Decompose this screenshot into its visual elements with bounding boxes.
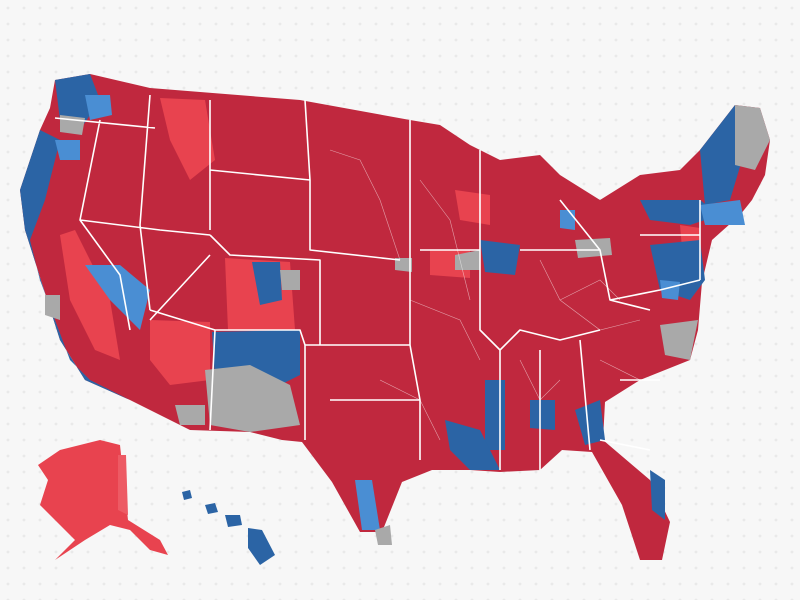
district-region — [560, 210, 575, 230]
island — [248, 528, 275, 565]
district-region — [175, 405, 205, 425]
district-region — [395, 258, 412, 272]
state-border — [54, 94, 701, 470]
district-region — [375, 525, 392, 545]
district-region — [45, 295, 60, 320]
district-region — [735, 105, 770, 170]
district-region — [575, 400, 605, 445]
contiguous-us — [20, 74, 770, 560]
district-region — [60, 230, 120, 360]
district-region — [650, 470, 665, 520]
district-region — [575, 238, 612, 258]
district-region — [445, 420, 500, 470]
alaska-district — [118, 455, 128, 515]
gray-districts — [45, 105, 770, 545]
district-region — [160, 98, 215, 180]
district-region — [480, 240, 520, 275]
district-region — [660, 280, 680, 300]
island — [205, 503, 218, 514]
district-region — [280, 270, 300, 290]
pink-districts — [60, 98, 700, 385]
district-region — [55, 140, 80, 160]
district-region — [85, 265, 150, 330]
district-region — [700, 200, 745, 225]
district-region — [660, 320, 698, 360]
district-region — [530, 400, 555, 430]
district-region — [60, 115, 85, 135]
district-region — [252, 262, 282, 305]
hawaii — [182, 490, 275, 565]
light-blue-districts — [55, 95, 745, 530]
island — [225, 515, 242, 527]
district-region — [205, 365, 300, 432]
district-region — [700, 105, 745, 205]
island — [182, 490, 192, 500]
alaska — [38, 440, 168, 560]
district-region — [150, 320, 210, 385]
district-region — [455, 190, 490, 225]
district-region — [85, 95, 112, 120]
district-region — [485, 380, 505, 450]
state-borders — [54, 94, 701, 470]
district-region — [20, 130, 150, 420]
district-region — [355, 480, 380, 530]
